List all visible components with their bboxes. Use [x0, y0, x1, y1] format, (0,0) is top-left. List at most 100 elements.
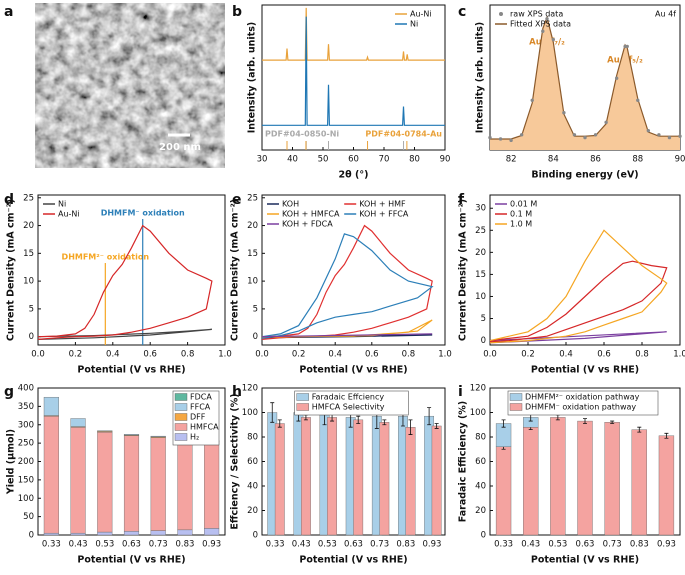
bar-segment: [43, 416, 59, 534]
legend-swatch: [296, 403, 309, 411]
bar-segment: [577, 420, 593, 536]
data-point: [488, 135, 492, 140]
data-point: [678, 134, 682, 138]
legend-label: FDCA: [190, 393, 212, 402]
panel-letter: f: [458, 192, 465, 208]
error-bar: [434, 423, 439, 429]
x-tick-label: 0.93: [202, 540, 221, 550]
plot-frame: [489, 194, 681, 346]
y-tick-label: 25: [23, 193, 34, 203]
y-axis-label: Effciency / Selectivity (%): [230, 393, 241, 529]
data-point: [636, 98, 640, 102]
bar: [431, 425, 442, 536]
y-tick-label: 120: [242, 384, 258, 394]
y-tick-label: 20: [23, 221, 34, 231]
bar-segment: [123, 531, 140, 536]
bar-segment: [495, 446, 512, 536]
y-tick-label: 60: [475, 457, 486, 467]
bar-segment: [177, 529, 193, 536]
line: [489, 331, 667, 344]
x-tick-label: 0.0: [31, 350, 45, 360]
x-tick-label: 0.53: [548, 540, 567, 550]
bar-segment: [523, 427, 539, 536]
x-tick-label: 0.53: [95, 540, 114, 550]
y-tick-label: 15: [23, 249, 34, 259]
legend-label: Au-Ni: [58, 210, 80, 219]
plot-frame: [261, 194, 446, 346]
data-point: [604, 120, 608, 125]
panel-letter: d: [4, 192, 14, 208]
y-tick-label: 20: [475, 506, 486, 516]
legend-frame: [294, 390, 409, 416]
x-tick-label: 0.63: [122, 540, 141, 550]
y-tick-label: 0: [253, 332, 258, 342]
bar: [327, 417, 337, 536]
y-tick-label: 0: [481, 336, 486, 346]
legend-swatch: [509, 393, 523, 401]
annotation: DHMFM⁻ oxidation: [101, 209, 185, 218]
bar: [274, 423, 285, 536]
x-axis-label: Potential (V vs RHE): [531, 365, 639, 376]
legend-swatch: [174, 423, 188, 431]
reference-label: PDF#04-0850-Ni: [265, 130, 339, 139]
error-bar: [277, 419, 282, 428]
x-tick-label: 90: [675, 155, 685, 165]
legend-swatch: [499, 12, 503, 16]
x-tick-label: 0.83: [630, 540, 649, 550]
panel-letter: b: [232, 4, 242, 20]
x-tick-label: 1.0: [438, 350, 452, 360]
panel-letter: e: [232, 192, 242, 208]
line: [262, 7, 445, 61]
x-tick-label: 0.43: [69, 540, 88, 550]
y-tick-label: 300: [18, 420, 34, 430]
panel-letter: a: [4, 4, 13, 20]
bar: [379, 422, 390, 536]
y-tick-label: 50: [23, 512, 34, 522]
x-tick-label: 0.83: [396, 540, 415, 550]
bar-segment: [43, 532, 59, 536]
y-tick-label: 15: [247, 249, 258, 259]
x-tick-label: 0.93: [422, 540, 441, 550]
x-tick-label: 0.43: [521, 540, 540, 550]
bar-segment: [70, 418, 86, 427]
y-tick-label: 40: [247, 482, 258, 492]
y-tick-label: 5: [29, 304, 34, 314]
bar: [353, 419, 364, 536]
legend-label: HMFCA Selectivity: [312, 403, 385, 412]
x-tick-label: 1.0: [673, 350, 685, 360]
x-tick-label: 0.0: [483, 350, 497, 360]
x-tick-label: 0.33: [494, 540, 513, 550]
y-axis-label: Intensity (arb. units): [475, 22, 486, 133]
y-tick-label: 0: [29, 531, 34, 541]
data-point: [657, 133, 661, 137]
x-tick-label: 0.2: [69, 350, 83, 360]
data-point: [625, 44, 629, 49]
bar-segment: [97, 430, 113, 432]
x-axis-label: 2θ (°): [339, 170, 369, 181]
x-tick-label: 80: [409, 155, 420, 165]
line: [261, 233, 434, 339]
data-point: [614, 76, 619, 80]
x-tick-label: 30: [257, 155, 268, 165]
bar-segment: [43, 396, 59, 416]
legend-swatch: [509, 403, 523, 411]
x-tick-label: 0.4: [328, 350, 342, 360]
legend-label: Ni: [410, 20, 418, 29]
y-axis-label: Yield (μmol): [6, 429, 17, 495]
bar-segment: [658, 435, 675, 536]
line: [261, 333, 433, 338]
x-tick-label: 0.8: [181, 350, 195, 360]
legend-label: DFF: [190, 413, 206, 422]
y-tick-label: 0: [253, 531, 258, 541]
error-bar: [664, 432, 669, 439]
y-tick-label: 25: [247, 193, 258, 203]
line: [490, 15, 680, 140]
x-tick-label: 0.73: [603, 540, 622, 550]
legend-frame: [507, 390, 659, 416]
y-tick-label: 150: [18, 475, 34, 485]
y-tick-label: 10: [247, 277, 258, 287]
y-tick-label: 250: [18, 439, 34, 449]
y-tick-label: 80: [475, 433, 486, 443]
y-tick-label: 0: [29, 332, 34, 342]
